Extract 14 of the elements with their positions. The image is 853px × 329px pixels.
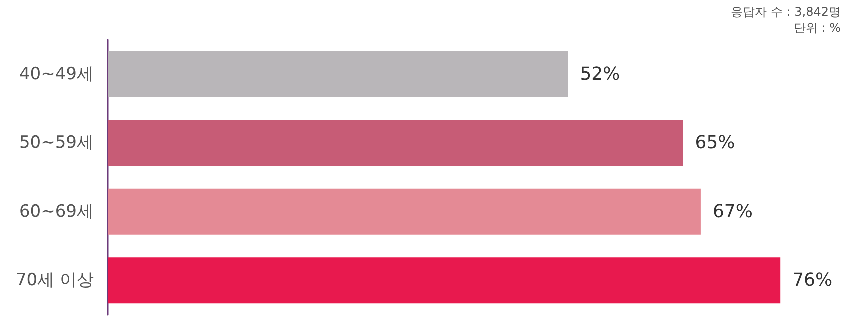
bar: [108, 188, 701, 235]
text: 단위 : %: [794, 21, 841, 35]
data-label: 52%: [580, 64, 620, 85]
y-tick-label: 50~59세: [19, 133, 94, 154]
data-label: 65%: [695, 132, 736, 154]
y-tick-label: 60~69세: [19, 202, 94, 222]
bar: [108, 120, 684, 166]
data-label: 76%: [792, 270, 833, 292]
text: 응답자 수 : 3,842명: [731, 5, 841, 19]
bar: [108, 51, 568, 98]
y-tick-label: 40~49세: [19, 64, 94, 84]
data-label: 67%: [712, 201, 753, 222]
y-tick-label: 70세 이상: [16, 270, 94, 291]
bar: [108, 258, 781, 304]
